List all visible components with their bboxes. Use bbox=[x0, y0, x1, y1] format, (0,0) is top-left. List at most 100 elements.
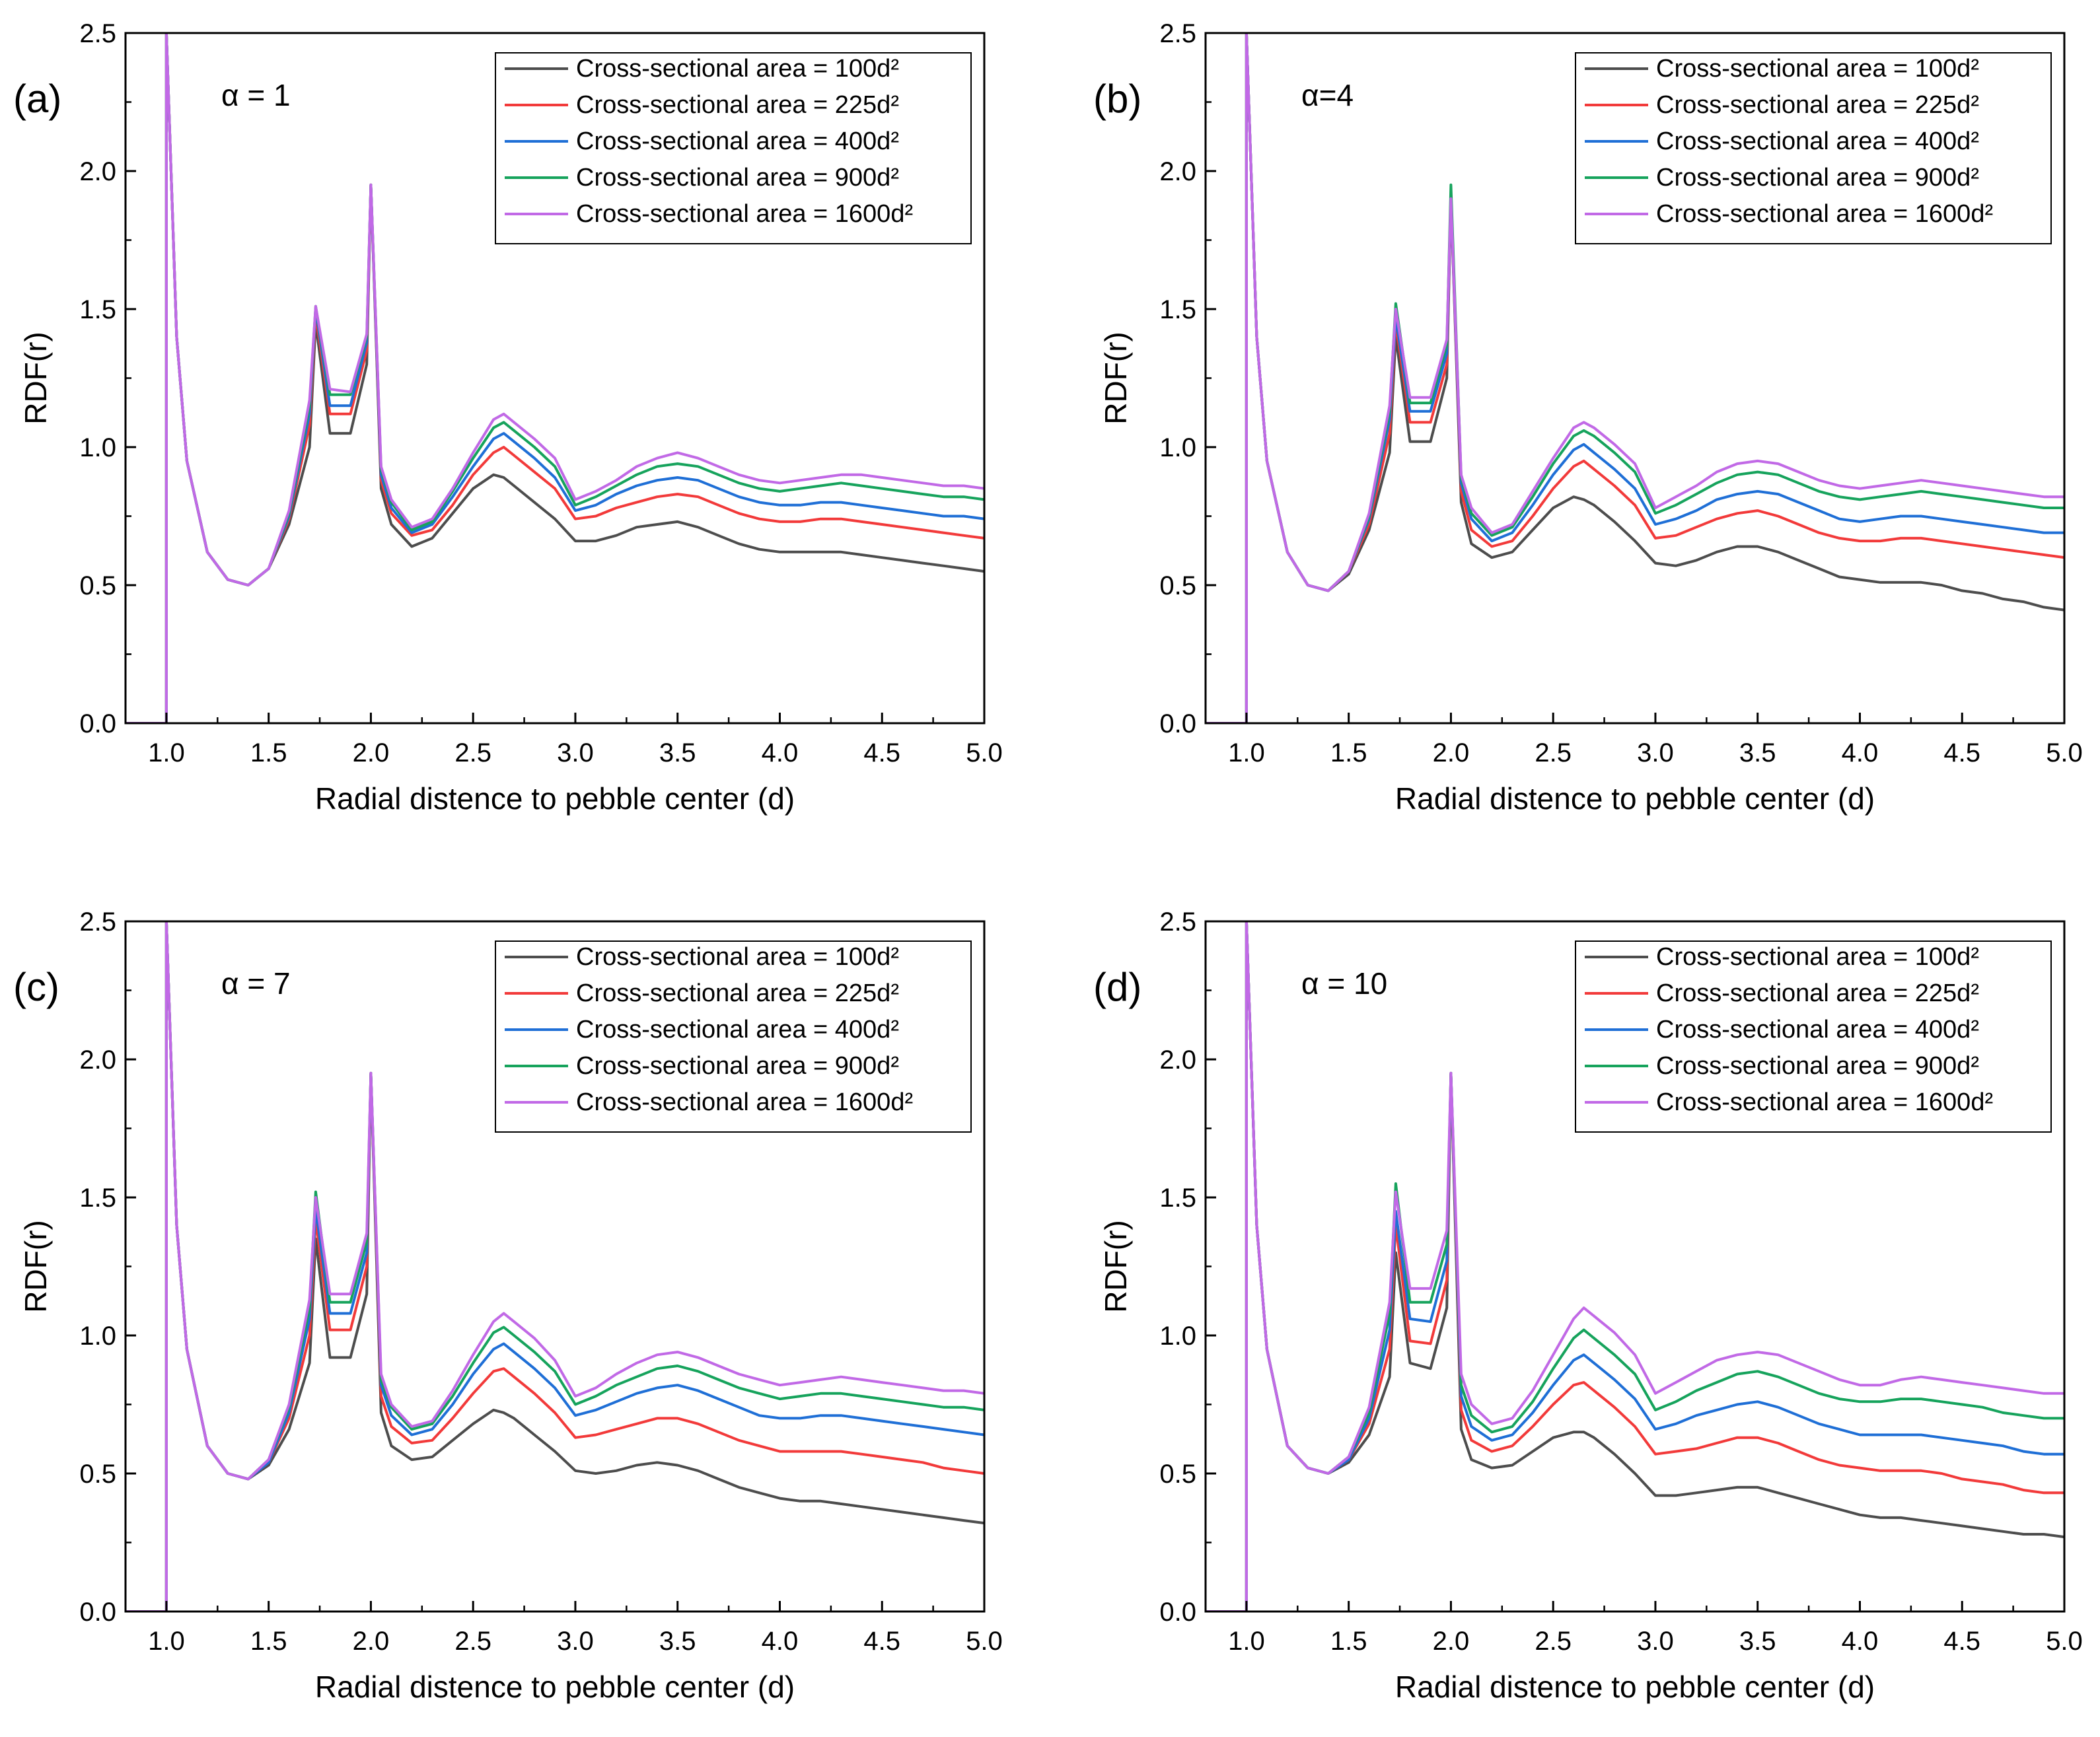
y-tick-label: 2.0 bbox=[79, 157, 116, 186]
legend-entry: Cross-sectional area = 900d² bbox=[1656, 164, 1979, 192]
x-tick-label: 4.5 bbox=[1943, 1627, 1980, 1656]
legend: Cross-sectional area = 100d² Cross-sectio… bbox=[1575, 940, 2052, 1133]
legend-entry: Cross-sectional area = 400d² bbox=[1656, 1016, 1979, 1044]
legend-entry: Cross-sectional area = 225d² bbox=[576, 979, 899, 1007]
x-tick-label: 2.5 bbox=[1535, 738, 1572, 767]
y-tick-label: 0.0 bbox=[1159, 709, 1196, 738]
y-tick-label: 1.0 bbox=[79, 1322, 116, 1351]
x-tick-label: 1.0 bbox=[148, 1627, 185, 1656]
legend-entry: Cross-sectional area = 400d² bbox=[1656, 127, 1979, 155]
panel-a: 1.0 1.5 2.0 2.5 3.0 3.5 4.0 4.5 5.0 0.0 0.5 1.0 1.5 2… bbox=[13, 19, 1003, 816]
x-axis-title: Radial distence to pebble center (d) bbox=[315, 1670, 795, 1704]
series-lines bbox=[126, 33, 984, 723]
y-tick-label: 0.5 bbox=[79, 1460, 116, 1489]
y-tick-label: 0.5 bbox=[1159, 571, 1196, 600]
series-lines bbox=[1206, 33, 2064, 723]
legend-entry: Cross-sectional area = 225d² bbox=[1656, 979, 1979, 1007]
x-tick-label: 1.5 bbox=[1330, 738, 1367, 767]
x-tick-label: 4.0 bbox=[762, 1627, 799, 1656]
legend-entry: Cross-sectional area = 100d² bbox=[1656, 943, 1979, 971]
panel-c: 1.0 1.5 2.0 2.5 3.0 3.5 4.0 4.5 5.0 0.0 0.5 1.0 1.5 2… bbox=[13, 907, 1003, 1704]
x-tick-label: 2.0 bbox=[353, 1627, 390, 1656]
legend-box bbox=[1575, 52, 2052, 244]
x-tick-label: 3.0 bbox=[1637, 738, 1674, 767]
y-axis-title: RDF(r) bbox=[1099, 332, 1133, 425]
y-axis-title: RDF(r) bbox=[1099, 1220, 1133, 1313]
x-tick-label: 4.0 bbox=[1842, 1627, 1879, 1656]
x-tick-label: 2.5 bbox=[1535, 1627, 1572, 1656]
panel-b: 1.0 1.5 2.0 2.5 3.0 3.5 4.0 4.5 5.0 0.0 0.5 1.0 1.5 2… bbox=[1093, 19, 2083, 816]
x-tick-label: 2.0 bbox=[1433, 1627, 1470, 1656]
legend-entry: Cross-sectional area = 100d² bbox=[1656, 55, 1979, 83]
x-tick-label: 4.5 bbox=[1943, 738, 1980, 767]
alpha-annotation: α = 7 bbox=[221, 966, 291, 1001]
x-axis-title: Radial distence to pebble center (d) bbox=[315, 781, 795, 816]
x-tick-label: 3.5 bbox=[1739, 1627, 1776, 1656]
legend-entry: Cross-sectional area = 1600d² bbox=[1656, 1088, 1993, 1116]
legend-entry: Cross-sectional area = 225d² bbox=[1656, 91, 1979, 119]
series-line-5 bbox=[126, 33, 984, 723]
legend: Cross-sectional area = 100d² Cross-sectio… bbox=[495, 940, 972, 1133]
x-tick-label: 4.5 bbox=[863, 1627, 900, 1656]
legend-box bbox=[495, 940, 972, 1133]
x-tick-label: 5.0 bbox=[966, 1627, 1003, 1656]
x-tick-label: 4.0 bbox=[1842, 738, 1879, 767]
y-tick-label: 1.5 bbox=[79, 1184, 116, 1213]
x-axis-title: Radial distence to pebble center (d) bbox=[1395, 781, 1875, 816]
legend-entry: Cross-sectional area = 900d² bbox=[1656, 1052, 1979, 1080]
x-axis-title: Radial distence to pebble center (d) bbox=[1395, 1670, 1875, 1704]
legend-entry: Cross-sectional area = 100d² bbox=[576, 55, 899, 83]
x-tick-label: 3.0 bbox=[557, 1627, 594, 1656]
legend-entry: Cross-sectional area = 225d² bbox=[576, 91, 899, 119]
legend-entry: Cross-sectional area = 900d² bbox=[576, 1052, 899, 1080]
y-tick-label: 1.5 bbox=[1159, 295, 1196, 324]
series-lines bbox=[1206, 921, 2064, 1612]
x-tick-label: 3.0 bbox=[1637, 1627, 1674, 1656]
panel-label: (d) bbox=[1093, 965, 1141, 1009]
y-tick-label: 2.5 bbox=[79, 19, 116, 48]
alpha-annotation: α = 10 bbox=[1301, 966, 1387, 1001]
x-tick-label: 1.5 bbox=[250, 1627, 287, 1656]
x-tick-label: 3.5 bbox=[1739, 738, 1776, 767]
alpha-annotation: α=4 bbox=[1301, 78, 1354, 112]
y-tick-label: 1.0 bbox=[1159, 1322, 1196, 1351]
y-tick-label: 1.0 bbox=[79, 433, 116, 462]
x-tick-label: 1.0 bbox=[148, 738, 185, 767]
y-tick-label: 1.5 bbox=[79, 295, 116, 324]
x-tick-label: 4.5 bbox=[863, 738, 900, 767]
y-tick-label: 2.5 bbox=[1159, 907, 1196, 937]
series-line-5 bbox=[126, 921, 984, 1612]
x-tick-label: 2.0 bbox=[353, 738, 390, 767]
legend-box bbox=[495, 52, 972, 244]
panel-label: (b) bbox=[1093, 77, 1141, 121]
legend: Cross-sectional area = 100d² Cross-sectio… bbox=[1575, 52, 2052, 244]
series-line-5 bbox=[1206, 921, 2064, 1612]
legend-entry: Cross-sectional area = 100d² bbox=[576, 943, 899, 971]
x-tick-label: 5.0 bbox=[2046, 1627, 2083, 1656]
panel-label: (c) bbox=[13, 965, 59, 1009]
series-lines bbox=[126, 921, 984, 1612]
y-tick-label: 2.5 bbox=[1159, 19, 1196, 48]
y-tick-label: 0.0 bbox=[79, 709, 116, 738]
y-tick-label: 0.5 bbox=[79, 571, 116, 600]
y-tick-label: 2.0 bbox=[1159, 157, 1196, 186]
alpha-annotation: α = 1 bbox=[221, 78, 291, 112]
y-tick-label: 2.5 bbox=[79, 907, 116, 937]
y-tick-label: 1.5 bbox=[1159, 1184, 1196, 1213]
x-tick-label: 1.0 bbox=[1228, 738, 1265, 767]
panel-label: (a) bbox=[13, 77, 61, 121]
legend-entry: Cross-sectional area = 1600d² bbox=[576, 200, 913, 228]
x-tick-label: 4.0 bbox=[762, 738, 799, 767]
y-tick-label: 0.5 bbox=[1159, 1460, 1196, 1489]
x-tick-label: 5.0 bbox=[966, 738, 1003, 767]
y-tick-label: 1.0 bbox=[1159, 433, 1196, 462]
x-tick-label: 1.0 bbox=[1228, 1627, 1265, 1656]
series-line-5 bbox=[1206, 33, 2064, 723]
y-axis-title: RDF(r) bbox=[18, 332, 53, 425]
x-tick-label: 2.0 bbox=[1433, 738, 1470, 767]
legend-entry: Cross-sectional area = 400d² bbox=[576, 1016, 899, 1044]
y-tick-label: 0.0 bbox=[1159, 1598, 1196, 1627]
x-tick-label: 1.5 bbox=[1330, 1627, 1367, 1656]
x-tick-label: 2.5 bbox=[454, 738, 491, 767]
